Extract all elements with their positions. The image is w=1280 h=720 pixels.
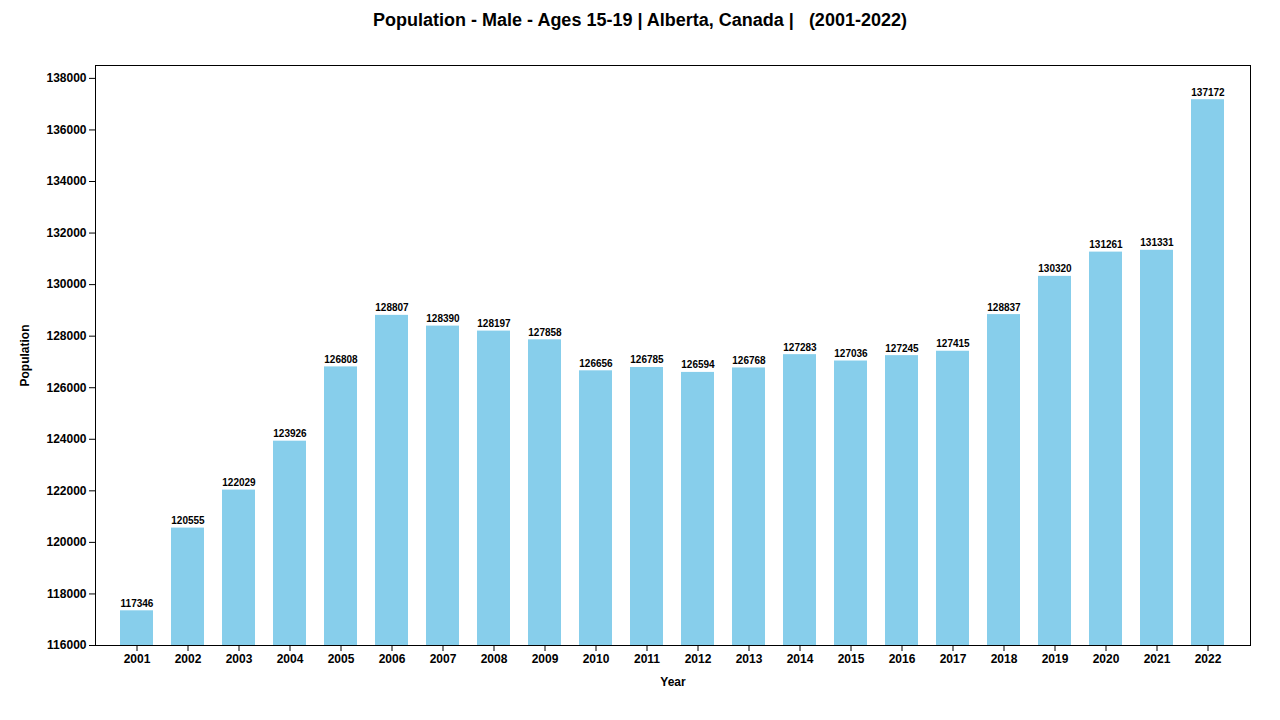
- svg-text:2004: 2004: [277, 652, 304, 666]
- svg-text:120000: 120000: [46, 535, 86, 549]
- svg-text:2011: 2011: [634, 652, 660, 666]
- svg-text:127036: 127036: [834, 348, 868, 359]
- svg-text:2020: 2020: [1093, 652, 1120, 666]
- svg-text:122000: 122000: [46, 484, 86, 498]
- svg-text:124000: 124000: [46, 432, 86, 446]
- svg-text:2018: 2018: [991, 652, 1018, 666]
- svg-text:126000: 126000: [46, 381, 86, 395]
- svg-text:2016: 2016: [889, 652, 916, 666]
- svg-text:126594: 126594: [681, 359, 715, 370]
- svg-text:126785: 126785: [630, 354, 664, 365]
- svg-text:131331: 131331: [1140, 237, 1174, 248]
- svg-text:132000: 132000: [46, 226, 86, 240]
- svg-text:127245: 127245: [885, 343, 919, 354]
- svg-text:2019: 2019: [1042, 652, 1069, 666]
- svg-text:117346: 117346: [121, 598, 154, 609]
- svg-text:136000: 136000: [46, 123, 86, 137]
- svg-text:2006: 2006: [379, 652, 406, 666]
- svg-text:122029: 122029: [222, 477, 256, 488]
- svg-text:2017: 2017: [940, 652, 967, 666]
- svg-text:118000: 118000: [47, 587, 87, 601]
- svg-text:126808: 126808: [324, 354, 358, 365]
- svg-text:Year: Year: [660, 675, 686, 689]
- svg-text:2021: 2021: [1144, 652, 1171, 666]
- svg-text:2012: 2012: [685, 652, 712, 666]
- svg-text:2008: 2008: [481, 652, 508, 666]
- svg-text:120555: 120555: [171, 515, 205, 526]
- svg-text:2010: 2010: [583, 652, 610, 666]
- svg-text:128837: 128837: [987, 302, 1021, 313]
- svg-text:130000: 130000: [46, 277, 86, 291]
- svg-text:116000: 116000: [47, 638, 87, 652]
- svg-text:130320: 130320: [1038, 263, 1072, 274]
- svg-text:127415: 127415: [936, 338, 970, 349]
- svg-text:134000: 134000: [46, 174, 86, 188]
- svg-text:2014: 2014: [787, 652, 814, 666]
- svg-text:127283: 127283: [783, 342, 817, 353]
- svg-text:2022: 2022: [1195, 652, 1222, 666]
- html-text:Population - Male - Ages 15-19: Population - Male - Ages 15-19 | Alberta…: [373, 10, 907, 30]
- svg-text:2013: 2013: [736, 652, 763, 666]
- svg-text:138000: 138000: [46, 71, 86, 85]
- svg-text:128000: 128000: [46, 329, 86, 343]
- svg-text:128390: 128390: [426, 313, 460, 324]
- svg-text:2009: 2009: [532, 652, 559, 666]
- svg-text:126656: 126656: [579, 358, 613, 369]
- svg-text:Population: Population: [18, 325, 32, 387]
- svg-text:127858: 127858: [528, 327, 562, 338]
- svg-text:126768: 126768: [732, 355, 766, 366]
- svg-text:131261: 131261: [1089, 239, 1123, 250]
- svg-text:2003: 2003: [226, 652, 253, 666]
- svg-text:123926: 123926: [273, 428, 307, 439]
- svg-text:2001: 2001: [124, 652, 151, 666]
- svg-text:128197: 128197: [477, 318, 511, 329]
- svg-text:2007: 2007: [430, 652, 457, 666]
- svg-text:2005: 2005: [328, 652, 355, 666]
- svg-text:2015: 2015: [838, 652, 865, 666]
- svg-text:128807: 128807: [375, 302, 409, 313]
- svg-text:2002: 2002: [175, 652, 202, 666]
- svg-text:137172: 137172: [1191, 87, 1225, 98]
